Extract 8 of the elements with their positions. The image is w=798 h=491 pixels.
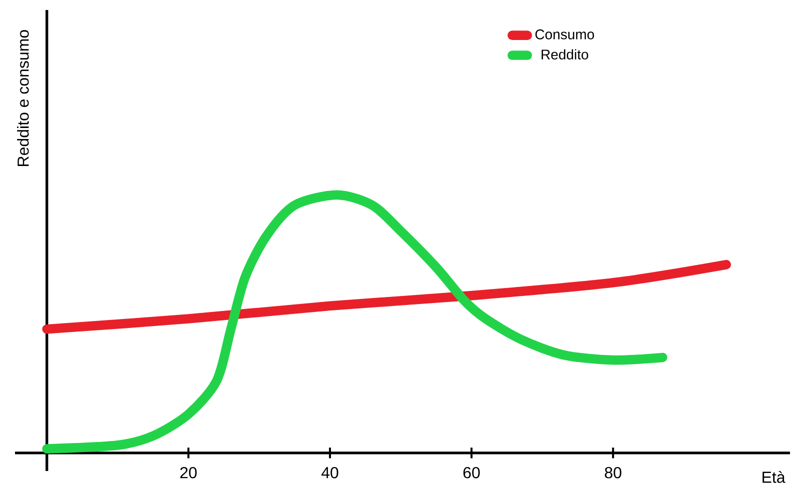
x-tick-label: 40 — [321, 466, 338, 478]
x-tick-label: 60 — [463, 466, 480, 478]
x-tick-label: 20 — [180, 466, 197, 478]
legend-label: Consumo — [535, 29, 594, 40]
x-tick-label: 80 — [604, 466, 622, 478]
x-axis-title: Età — [762, 470, 786, 483]
legend-label: Reddito — [542, 49, 588, 60]
y-axis-title: Reddito e consumo — [17, 30, 29, 166]
